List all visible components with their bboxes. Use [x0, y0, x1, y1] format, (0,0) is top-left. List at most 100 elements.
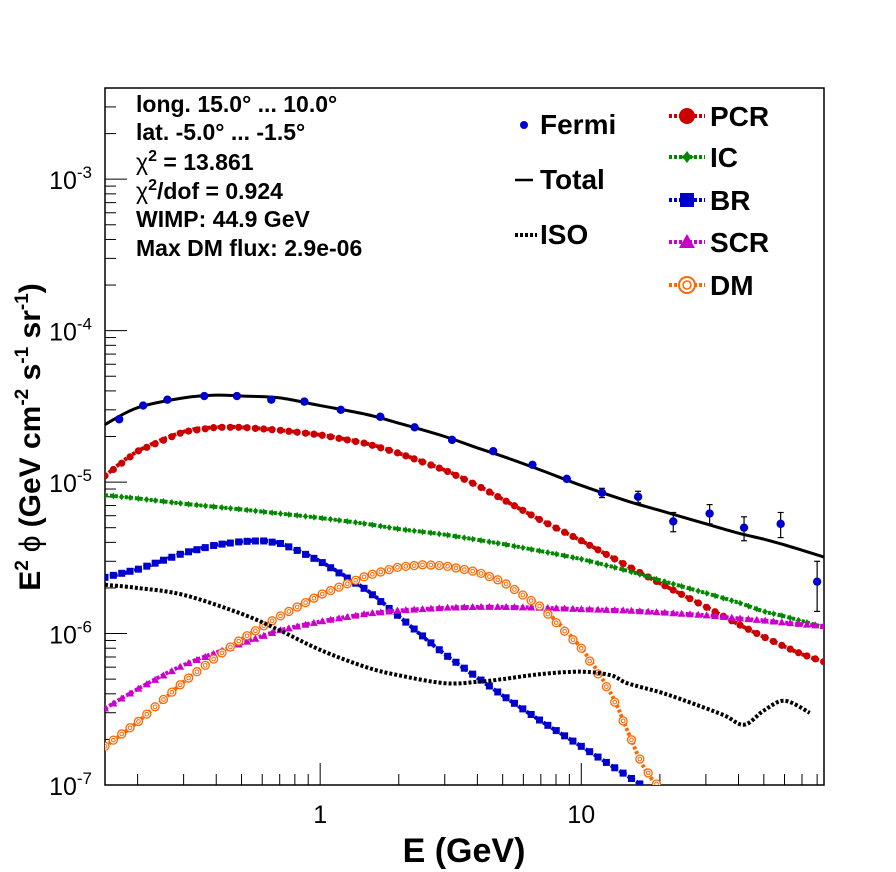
- br-marker: [368, 591, 376, 599]
- br-marker: [327, 564, 335, 572]
- fermi-marker: [739, 523, 749, 532]
- y-title-sup2: 2: [12, 560, 33, 571]
- dm-marker-inner: [361, 574, 367, 580]
- dm-marker: [125, 723, 135, 733]
- dm-marker: [476, 568, 486, 579]
- pcr-marker: [494, 492, 502, 501]
- ic-marker: [519, 544, 527, 552]
- pcr-marker: [418, 458, 427, 466]
- ic-marker: [611, 564, 619, 572]
- scr-marker: [777, 618, 786, 626]
- ic-marker: [210, 503, 218, 511]
- pcr-marker: [360, 439, 368, 447]
- br-marker: [444, 652, 452, 660]
- br-marker: [393, 611, 401, 619]
- br-marker: [419, 632, 427, 640]
- dm-marker: [518, 590, 528, 600]
- dm-marker-inner: [161, 697, 166, 702]
- fermi-point: [232, 391, 242, 401]
- pcr-marker: [410, 455, 418, 463]
- legend-entry-dm: DM: [669, 270, 754, 301]
- fermi-point: [410, 423, 419, 432]
- ic-marker: [285, 511, 293, 519]
- dm-marker-inner: [620, 718, 626, 724]
- chi2-symbol: χ: [136, 149, 148, 175]
- dm-marker-inner: [169, 689, 175, 695]
- dm-marker: [342, 579, 352, 589]
- scr-marker: [393, 606, 402, 614]
- legend-entry-pcr: PCR: [669, 101, 769, 132]
- br-marker: [561, 732, 569, 740]
- dm-marker-inner: [253, 628, 258, 634]
- dm-marker-inner: [663, 790, 667, 794]
- pcr-marker: [285, 427, 293, 435]
- scr-marker: [284, 624, 293, 632]
- dm-marker-inner: [286, 609, 292, 614]
- ic-marker: [352, 519, 360, 527]
- dm-marker-inner: [528, 598, 534, 603]
- pcr-marker: [143, 443, 151, 451]
- br-marker: [218, 540, 226, 548]
- dm-marker-inner: [495, 577, 501, 583]
- br-marker: [268, 538, 276, 546]
- dm-marker: [367, 569, 378, 579]
- pcr-marker: [669, 586, 677, 594]
- ic-marker: [126, 494, 134, 502]
- br-marker: [485, 682, 493, 690]
- dm-marker-inner: [345, 581, 350, 586]
- dm-marker: [543, 609, 553, 619]
- pcr-marker: [485, 488, 493, 496]
- ic-marker: [151, 496, 159, 504]
- y-tick-exponent: -3: [77, 163, 92, 182]
- legend-marker-br: [680, 193, 694, 207]
- ic-marker: [226, 504, 234, 512]
- scr-marker: [410, 605, 419, 613]
- fermi-point: [138, 401, 148, 410]
- fermi-point: [597, 487, 607, 499]
- dm-marker-inner: [629, 737, 634, 743]
- br-marker: [260, 537, 268, 545]
- ic-marker: [452, 532, 460, 540]
- ic-marker: [569, 553, 577, 561]
- scr-marker: [694, 610, 703, 618]
- ic-marker: [527, 545, 535, 553]
- ic-marker: [744, 602, 752, 610]
- scr-marker: [443, 603, 452, 611]
- legend-label-ic: IC: [710, 142, 738, 173]
- dm-marker-inner: [219, 650, 225, 656]
- scr-marker: [301, 620, 310, 628]
- br-marker: [201, 544, 209, 552]
- dm-marker: [317, 589, 327, 599]
- pcr-marker: [310, 430, 318, 438]
- pcr-marker: [260, 425, 268, 433]
- ic-marker: [368, 521, 376, 529]
- pcr-marker: [794, 649, 803, 657]
- br-marker: [536, 716, 544, 724]
- dm-marker: [551, 617, 561, 628]
- br-marker: [105, 573, 109, 581]
- fermi-marker: [489, 446, 498, 456]
- annotation-chi2-dof: χ2/dof = 0.924: [136, 177, 283, 204]
- dm-marker: [401, 561, 411, 572]
- ic-marker: [469, 535, 477, 543]
- legend-label-fermi: Fermi: [540, 109, 616, 140]
- y-tick-label: 10-7: [49, 769, 92, 801]
- dm-marker-inner: [378, 569, 384, 575]
- ic-marker: [268, 509, 276, 517]
- dm-marker: [585, 656, 595, 666]
- scr-marker: [134, 684, 143, 692]
- fermi-point: [376, 412, 385, 421]
- legend-entry-total: Total: [515, 164, 605, 195]
- pcr-marker: [268, 426, 276, 434]
- scr-marker: [435, 604, 444, 612]
- dm-marker: [217, 648, 227, 658]
- br-marker: [310, 554, 318, 562]
- pcr-marker: [544, 520, 552, 528]
- dm-marker-inner: [202, 663, 208, 668]
- pcr-marker: [519, 506, 527, 514]
- br-marker: [519, 705, 527, 713]
- fermi-point: [562, 474, 571, 484]
- pcr-marker: [736, 621, 744, 629]
- pcr-marker: [452, 471, 460, 479]
- ic-marker: [561, 552, 569, 560]
